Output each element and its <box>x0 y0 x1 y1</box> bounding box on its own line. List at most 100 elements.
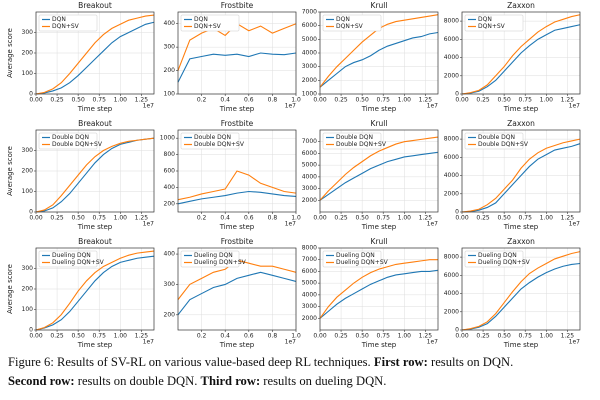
y-tick-label: 400 <box>164 20 176 27</box>
x-tick-label: 0.8 <box>268 215 278 222</box>
plot-frame <box>461 247 581 331</box>
x-tick-label: 0.00 <box>313 215 327 222</box>
legend-box <box>180 132 240 150</box>
y-tick-label: 300 <box>22 29 34 36</box>
x-tick-label: 1.00 <box>540 215 554 222</box>
legend-box <box>322 132 382 150</box>
y-tick-label: 4000 <box>302 291 317 298</box>
plot-frame <box>177 11 297 95</box>
legend-label: DQN <box>194 16 208 23</box>
x-tick-label: 1.25 <box>561 97 575 104</box>
series-line <box>461 138 581 213</box>
x-tick-label: 0.75 <box>377 215 391 222</box>
x-tick-label: 1.0 <box>291 97 301 104</box>
y-tick-label: 300 <box>164 44 176 51</box>
legend-label: DQN <box>478 16 492 23</box>
y-tick-label: 100 <box>22 70 34 77</box>
legend-label: DQN+SV <box>478 23 506 30</box>
y-tick-label: 100 <box>22 188 34 195</box>
caption-row-label: Second row: <box>8 374 75 388</box>
y-tick-label: 7000 <box>302 9 317 16</box>
x-tick-label: 1.00 <box>540 97 554 104</box>
series-line <box>319 136 439 201</box>
x-tick-label: 0.00 <box>313 333 327 340</box>
plot-frame <box>319 129 439 213</box>
x-tick-label: 0.25 <box>50 333 64 340</box>
x-tick-label: 0.75 <box>519 215 533 222</box>
x-tick-label: 1.25 <box>419 97 433 104</box>
plot-frame <box>35 11 155 95</box>
y-tick-label: 200 <box>164 200 176 207</box>
x-tick-label: 0.25 <box>334 215 348 222</box>
y-tick-label: 6000 <box>444 272 459 279</box>
legend-label: Double DQN+SV <box>194 141 245 148</box>
plot-frame <box>461 11 581 95</box>
x-axis-label: Time step <box>503 341 539 349</box>
x-tick-label: 1.00 <box>114 97 128 104</box>
legend-label: Dueling DQN+SV <box>478 259 531 266</box>
y-tick-label: 5000 <box>302 162 317 169</box>
x-offset-label: 1e7 <box>569 103 581 110</box>
x-tick-label: 0.75 <box>377 333 391 340</box>
y-tick-label: 6000 <box>444 36 459 43</box>
legend-label: DQN <box>52 16 66 23</box>
x-axis-label: Time step <box>219 341 255 349</box>
caption-intro: Figure 6: Results of SV-RL on various va… <box>8 355 371 369</box>
legend-label: DQN+SV <box>194 23 222 30</box>
y-tick-label: 6000 <box>302 150 317 157</box>
x-offset-label: 1e7 <box>285 339 297 346</box>
legend-label: Double DQN <box>336 134 373 141</box>
x-tick-label: 1.25 <box>561 215 575 222</box>
x-tick-label: 0.00 <box>29 97 43 104</box>
y-tick-label: 300 <box>22 265 34 272</box>
y-tick-label: 200 <box>22 168 34 175</box>
x-axis-label: Time step <box>77 341 113 349</box>
x-axis-label: Time step <box>219 223 255 231</box>
x-tick-label: 0.25 <box>50 97 64 104</box>
x-offset-label: 1e7 <box>143 221 155 228</box>
x-offset-label: 1e7 <box>285 103 297 110</box>
x-tick-label: 0.50 <box>497 215 511 222</box>
series-line <box>319 259 438 319</box>
x-tick-label: 0.2 <box>197 333 207 340</box>
x-tick-label: 0.25 <box>476 333 490 340</box>
y-tick-label: 4000 <box>444 172 459 179</box>
legend-box <box>464 14 524 32</box>
y-tick-label: 800 <box>164 151 176 158</box>
chart-title: Breakout <box>78 237 112 246</box>
x-tick-label: 0.6 <box>244 97 254 104</box>
series-line <box>319 269 439 319</box>
x-axis-label: Time step <box>361 105 397 113</box>
plot-frame <box>177 247 297 331</box>
legend-box <box>464 250 524 268</box>
y-tick-label: 8000 <box>444 18 459 25</box>
series-line <box>35 250 155 331</box>
x-axis-label: Time step <box>361 223 397 231</box>
x-tick-label: 1.00 <box>398 97 412 104</box>
series-line <box>177 52 297 83</box>
x-tick-label: 0.50 <box>497 333 511 340</box>
y-tick-label: 8000 <box>444 254 459 261</box>
y-tick-label: 6000 <box>302 22 317 29</box>
y-tick-label: 200 <box>164 311 176 318</box>
y-tick-label: 2000 <box>444 190 459 197</box>
x-tick-label: 0.75 <box>377 97 391 104</box>
x-tick-label: 0.75 <box>93 333 107 340</box>
x-tick-label: 1.25 <box>419 333 433 340</box>
x-tick-label: 0.00 <box>455 333 469 340</box>
series-line <box>461 262 581 331</box>
x-offset-label: 1e7 <box>427 103 439 110</box>
legend-label: DQN <box>336 16 350 23</box>
chart-title: Breakout <box>78 119 112 128</box>
series-line <box>461 143 581 213</box>
caption-row-label: First row: <box>373 355 428 369</box>
legend-box <box>464 132 524 150</box>
x-axis-label: Time step <box>77 105 113 113</box>
x-tick-label: 0.00 <box>455 215 469 222</box>
